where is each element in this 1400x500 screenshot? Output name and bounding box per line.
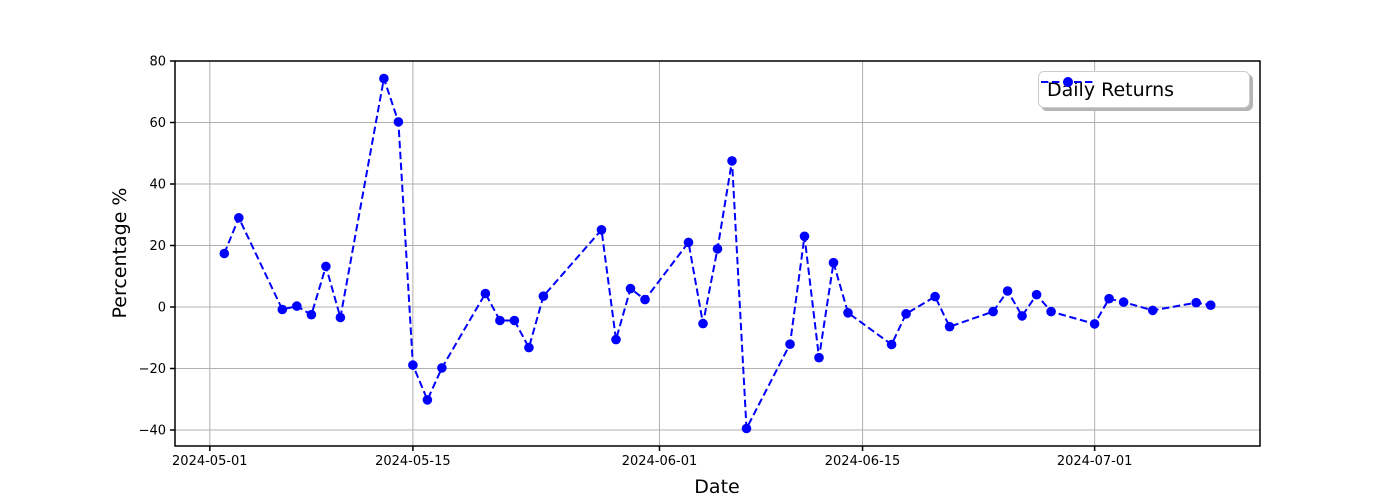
data-point [988,306,998,317]
y-tick-label: −20 [139,362,166,377]
data-point [1147,305,1158,316]
data-point [538,291,549,302]
data-point [524,342,534,353]
data-point [727,156,737,166]
legend: Daily Returns [1038,71,1250,108]
y-tick-label: 20 [149,239,166,254]
plot-border [174,60,1261,447]
data-point [886,339,897,350]
data-point [335,312,346,323]
data-point [306,309,317,320]
data-point [393,117,404,127]
data-point [1002,286,1013,296]
data-point [219,248,230,259]
y-tick-label: 80 [149,55,166,70]
series-markers [219,73,1216,434]
data-point [1104,293,1114,304]
circle-marker-icon [1063,77,1073,87]
data-point [814,352,824,363]
data-point [234,213,244,223]
data-point [1205,300,1216,311]
tick-marks [170,60,1096,451]
x-tick-label: 2024-05-15 [375,454,451,469]
data-point [495,315,505,326]
data-point [828,257,839,268]
data-point [683,237,694,248]
data-point [712,244,723,254]
data-point [321,261,331,272]
data-point [611,334,621,345]
x-tick-label: 2024-07-01 [1057,454,1133,469]
data-point [901,309,911,319]
data-point [480,288,491,299]
data-point [944,321,955,332]
data-point [799,231,810,242]
data-point [1046,306,1056,317]
legend-label: Daily Returns [1047,78,1175,101]
data-point [843,308,853,318]
data-point [509,315,520,326]
data-point [930,291,940,302]
data-point [408,360,418,370]
series-line [223,78,1211,433]
data-point [379,73,389,84]
data-point [596,225,607,235]
y-tick-label: 60 [149,116,166,131]
data-point [741,423,752,434]
data-point [625,283,636,294]
x-tick-label: 2024-06-01 [622,454,698,469]
y-axis-title: Percentage % [109,187,131,319]
data-point [1017,311,1027,321]
data-point [1118,297,1129,307]
legend-line-sample [1041,77,1095,87]
data-point [698,318,708,329]
data-point [437,363,447,373]
data-point [785,339,795,350]
data-point [277,304,288,315]
x-tick-label: 2024-06-15 [825,454,901,469]
y-tick-label: −40 [139,424,166,439]
data-point [640,294,650,305]
data-point [1089,319,1100,329]
x-axis-title: Date [694,476,740,498]
data-point [422,395,433,405]
x-tick-label: 2024-05-01 [172,454,248,469]
y-tick-label: 40 [149,178,166,193]
data-point [1191,297,1201,308]
data-point [292,301,302,311]
data-point [1031,289,1042,300]
y-tick-label: 0 [158,301,166,316]
